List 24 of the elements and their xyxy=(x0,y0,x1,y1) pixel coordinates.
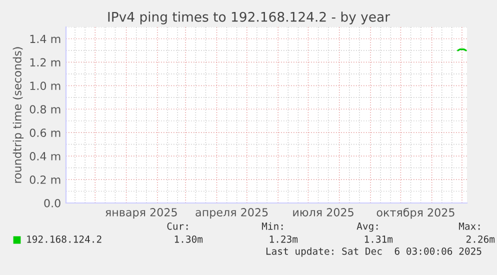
text: 2.26m xyxy=(466,235,495,243)
x-tick-label: октября 2025 xyxy=(376,208,454,219)
y-tick-label: 0.8 m xyxy=(30,105,60,114)
x-tick-label: июля 2025 xyxy=(293,208,354,216)
text: Max: xyxy=(458,222,480,230)
y-tick-label: 0.4 m xyxy=(30,152,60,160)
y-tick-label: 1.2 m xyxy=(30,58,60,66)
legend-label: 192.168.124.2 xyxy=(27,235,102,243)
y-tick-label: 0.2 m xyxy=(30,176,60,184)
y-tick-label: 0.0 xyxy=(44,198,60,208)
y-tick-label: 1.4 m xyxy=(30,34,60,43)
y-tick-label: 0.6 m xyxy=(30,128,60,137)
y-tick-label: 1.0 m xyxy=(30,82,60,90)
text: 1.30m xyxy=(174,235,203,243)
text: Avg: xyxy=(356,222,378,232)
text: Cur: xyxy=(167,222,188,230)
x-tick-label: января 2025 xyxy=(106,208,177,219)
x-tick-label: апреля 2025 xyxy=(196,208,268,219)
text: Min: xyxy=(262,222,283,230)
chart-title: IPv4 ping times to 192.168.124.2 - by year xyxy=(108,12,390,24)
y-axis-title: roundtrip time (seconds) xyxy=(12,47,24,183)
text: Last update: Sat Dec 6 03:00:06 2025 xyxy=(266,247,482,257)
text: 1.23m xyxy=(270,235,298,243)
text: 1.31m xyxy=(364,235,393,243)
